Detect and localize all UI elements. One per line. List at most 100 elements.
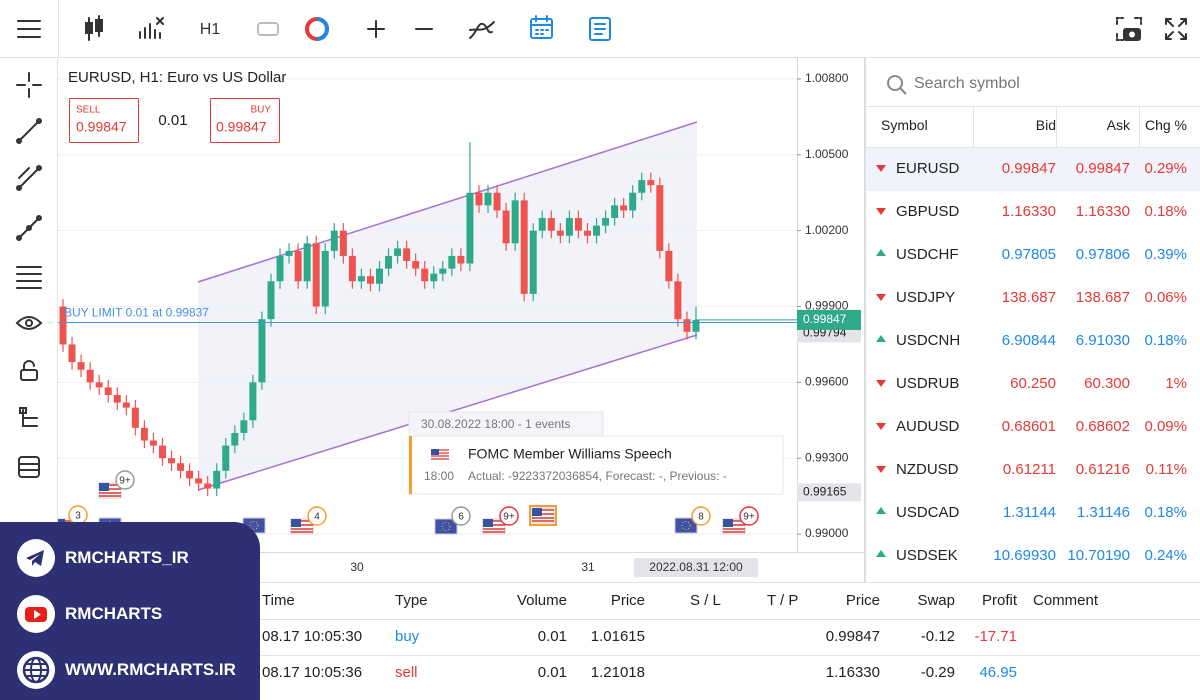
fullscreen-button[interactable] (1165, 18, 1187, 40)
column-header: T / P (767, 592, 799, 609)
candle-body (240, 420, 248, 433)
cell: 1.21018 (590, 664, 645, 681)
candle-body (412, 261, 420, 269)
notes-button[interactable] (589, 17, 611, 41)
event-badge-label: 9+ (743, 512, 755, 523)
watchlist-row[interactable]: USDCNH 6.90844 6.91030 0.18% (866, 320, 1200, 363)
candle-body (620, 205, 628, 211)
candle-body (674, 281, 682, 320)
crosshair-tool[interactable] (16, 72, 42, 98)
watchlist-row[interactable]: NZDUSD 0.61211 0.61216 0.11% (866, 449, 1200, 492)
timeframe-button[interactable]: H1 (200, 21, 221, 38)
ask: 0.97806 (1075, 246, 1130, 263)
sync-button[interactable] (257, 22, 279, 36)
column-header: Comment (1033, 592, 1099, 609)
flag-stars (249, 521, 259, 530)
search-input[interactable]: Search symbol (914, 75, 1020, 92)
cell: buy (395, 628, 420, 645)
candle-body (385, 255, 393, 269)
lock-tool[interactable] (20, 360, 38, 381)
sell-button[interactable]: SELL 0.99847 (69, 98, 139, 143)
objects-tree-tool[interactable] (19, 407, 38, 427)
candle-body (638, 180, 646, 193)
zoom-in-button[interactable] (367, 20, 385, 38)
eu-flag[interactable] (434, 518, 458, 535)
candle-body (303, 243, 311, 282)
watchlist-row[interactable]: GBPUSD 1.16330 1.16330 0.18% (866, 191, 1200, 234)
position-row[interactable]: 08.17 10:05:36 sell 0.01 1.21018 1.16330 -0.2… (0, 655, 1200, 691)
ask: 1.16330 (1075, 203, 1130, 220)
channel-tool[interactable] (16, 165, 42, 191)
watchlist-row[interactable]: USDRUB 60.250 60.300 1% (866, 363, 1200, 406)
watchlist-row[interactable]: USDSEK 10.69930 10.70190 0.24% (866, 535, 1200, 578)
sell-price: 0.99847 (76, 119, 127, 135)
candle-body (249, 382, 257, 421)
us-flag[interactable] (482, 518, 506, 535)
ask: 138.687 (1075, 289, 1130, 306)
column-header: Chg % (1144, 117, 1187, 133)
candle-body (565, 218, 573, 236)
watchlist-row[interactable]: USDJPY 138.687 138.687 0.06% (866, 277, 1200, 320)
candle-body (231, 432, 239, 446)
us-flag (431, 449, 449, 461)
watchlist-row[interactable]: USDCHF 0.97805 0.97806 0.39% (866, 234, 1200, 277)
us-flag[interactable] (290, 518, 314, 535)
candle-body (484, 192, 492, 206)
y-tick-label: 1.00500 (805, 147, 849, 161)
candle-body (195, 478, 203, 484)
eu-flag[interactable] (674, 517, 698, 534)
volume-input[interactable]: 0.01 (158, 112, 187, 129)
y-tick-label: 0.99600 (805, 375, 849, 389)
channel-upper-line[interactable] (197, 121, 698, 283)
column-header: Bid (1035, 117, 1056, 133)
candle-body (656, 185, 664, 251)
buy-limit-label: BUY LIMIT 0.01 at 0.99837 (64, 306, 209, 320)
ask: 1.31146 (1076, 504, 1130, 521)
youtube-handle: RMCHARTS (65, 604, 163, 623)
us-flag[interactable] (529, 505, 557, 526)
flag-canton (483, 519, 493, 527)
strategy-button[interactable] (469, 21, 495, 39)
website: WWW.RMCHARTS.IR (65, 660, 236, 679)
candle-body (204, 483, 212, 489)
theme-button[interactable] (305, 17, 329, 41)
y-tick-label: 1.00800 (805, 71, 849, 85)
candle-body (647, 180, 655, 186)
watchlist-row[interactable]: EURUSD 0.99847 0.99847 0.29% (866, 148, 1200, 191)
cell: 46.95 (979, 664, 1017, 681)
event-badge-label: 9+ (119, 476, 131, 487)
up-arrow (876, 550, 886, 557)
layers-tool[interactable] (18, 456, 40, 478)
buy-button[interactable]: BUY 0.99847 (210, 98, 280, 143)
flag-bg (674, 517, 698, 534)
bid: 6.90844 (1001, 332, 1056, 349)
event-title: FOMC Member Williams Speech (468, 446, 672, 462)
column-header: Profit (981, 592, 1017, 609)
y-tick-label: 0.99300 (805, 450, 849, 464)
ray-tool[interactable] (16, 215, 42, 241)
price-marker-label: 0.99165 (803, 485, 847, 499)
candle-body (104, 387, 112, 396)
up-arrow (876, 249, 886, 256)
candle-body (177, 463, 185, 471)
screenshot-button[interactable] (1116, 17, 1142, 41)
candle-body (520, 200, 528, 294)
candle-body (403, 248, 411, 262)
watchlist-row[interactable]: AUDUSD 0.68601 0.68602 0.09% (866, 406, 1200, 449)
indicators-button[interactable] (139, 17, 164, 39)
candle-body (86, 369, 94, 383)
us-flag[interactable] (722, 518, 746, 535)
cell: 0.99847 (825, 628, 880, 645)
fibonacci-tool[interactable] (16, 266, 42, 289)
line-tool[interactable] (16, 118, 42, 144)
cell: 08.17 10:05:30 (262, 628, 363, 645)
event-badge (451, 506, 471, 526)
visibility-tool[interactable] (15, 316, 43, 330)
watchlist-row[interactable]: USDCAD 1.31144 1.31146 0.18% (866, 492, 1200, 535)
candle-body (574, 218, 582, 231)
calendar-button[interactable] (530, 15, 553, 39)
candle-body (448, 255, 456, 269)
event-badge (115, 470, 135, 490)
chart-type-button[interactable] (85, 15, 103, 41)
menu-button[interactable] (17, 20, 41, 38)
